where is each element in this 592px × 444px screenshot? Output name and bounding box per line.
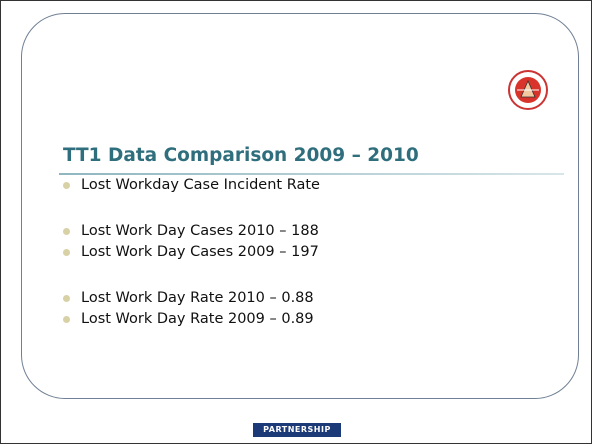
bullet-item: Lost Work Day Rate 2010 – 0.88 [63,288,543,309]
bullet-text: Lost Work Day Cases 2010 – 188 [81,223,319,239]
bullet-dot [63,182,70,189]
bullet-group: Lost Workday Case Incident Rate [63,175,543,196]
slide-title: TT1 Data Comparison 2009 – 2010 [63,145,419,166]
bullet-text: Lost Work Day Rate 2009 – 0.89 [81,311,314,327]
bullet-dot [63,228,70,235]
bullet-item: Lost Work Day Cases 2010 – 188 [63,221,543,242]
bullet-text: Lost Work Day Cases 2009 – 197 [81,244,319,260]
bullet-group: Lost Work Day Rate 2010 – 0.88 Lost Work … [63,288,543,330]
footer-logo: PARTNERSHIP [253,423,341,437]
bullet-item: Lost Work Day Cases 2009 – 197 [63,242,543,263]
bullet-text: Lost Work Day Rate 2010 – 0.88 [81,290,314,306]
title-rule [59,173,564,175]
bullet-item: Lost Work Day Rate 2009 – 0.89 [63,309,543,330]
logo-seal [508,70,548,110]
bullet-list: Lost Workday Case Incident Rate Lost Work… [63,175,543,355]
bullet-dot [63,249,70,256]
bullet-dot [63,316,70,323]
slide-frame [21,13,579,399]
bullet-item: Lost Workday Case Incident Rate [63,175,543,196]
bullet-dot [63,295,70,302]
bullet-text: Lost Workday Case Incident Rate [81,177,320,193]
bullet-group: Lost Work Day Cases 2010 – 188 Lost Work … [63,221,543,263]
